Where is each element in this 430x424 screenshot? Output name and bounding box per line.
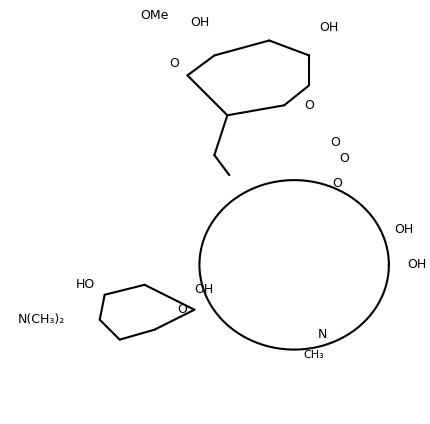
Text: OH: OH bbox=[190, 16, 209, 29]
Text: O: O bbox=[169, 57, 179, 70]
Text: OH: OH bbox=[194, 283, 214, 296]
Text: O: O bbox=[332, 176, 342, 190]
Text: OH: OH bbox=[407, 258, 426, 271]
Text: O: O bbox=[178, 303, 187, 316]
Text: OMe: OMe bbox=[140, 9, 169, 22]
Text: OH: OH bbox=[394, 223, 413, 237]
Text: O: O bbox=[304, 99, 314, 112]
Text: OH: OH bbox=[319, 21, 339, 34]
Text: N(CH₃)₂: N(CH₃)₂ bbox=[18, 313, 65, 326]
Text: HO: HO bbox=[76, 278, 95, 291]
Text: O: O bbox=[330, 136, 340, 149]
Text: N: N bbox=[317, 328, 327, 341]
Text: CH₃: CH₃ bbox=[304, 350, 325, 360]
Text: O: O bbox=[339, 152, 349, 165]
